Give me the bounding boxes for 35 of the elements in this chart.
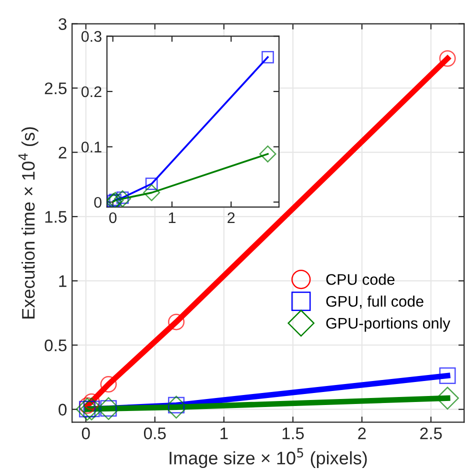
point xyxy=(259,145,276,162)
x-tick-label: 2 xyxy=(358,428,366,440)
point xyxy=(145,178,158,190)
point xyxy=(436,386,459,410)
y-tick-label: 3 xyxy=(58,18,66,30)
y-tick-label: 0.3 xyxy=(81,31,102,42)
x-tick-label: 2 xyxy=(228,212,235,223)
legend-label: CPU code xyxy=(326,274,394,285)
point xyxy=(76,398,99,421)
y-tick-label: 2.5 xyxy=(44,82,67,94)
point xyxy=(97,397,120,420)
y-tick-label: 0.1 xyxy=(81,142,102,152)
x-tick-label: 1.5 xyxy=(282,428,304,440)
point xyxy=(168,314,185,330)
point xyxy=(262,51,274,64)
y-tick-label: 2 xyxy=(58,146,66,158)
point xyxy=(439,367,456,384)
x-axis-title: Image size × 10$^{5}$ (pixels) xyxy=(170,448,367,468)
legend-label: GPU-portions only xyxy=(326,317,450,332)
point xyxy=(143,184,160,202)
y-tick-label: 0 xyxy=(58,404,67,416)
y-tick-label: 0 xyxy=(94,196,102,208)
x-tick-label: 0.5 xyxy=(144,428,166,440)
x-tick-label: 2.5 xyxy=(420,428,442,440)
y-axis-title: Execution time × 10$^{4}$ (s) xyxy=(18,127,38,318)
y-tick-label: 0.5 xyxy=(44,340,67,352)
x-tick-label: 1 xyxy=(168,212,176,223)
point xyxy=(439,50,456,67)
x-tick-label: 0 xyxy=(109,212,117,224)
legend-label: GPU, full code xyxy=(326,296,424,309)
y-tick-label: 1 xyxy=(59,275,66,287)
x-tick-label: 1 xyxy=(220,428,228,440)
y-tick-label: 0.2 xyxy=(81,86,102,98)
point xyxy=(114,190,132,208)
point xyxy=(100,376,117,393)
